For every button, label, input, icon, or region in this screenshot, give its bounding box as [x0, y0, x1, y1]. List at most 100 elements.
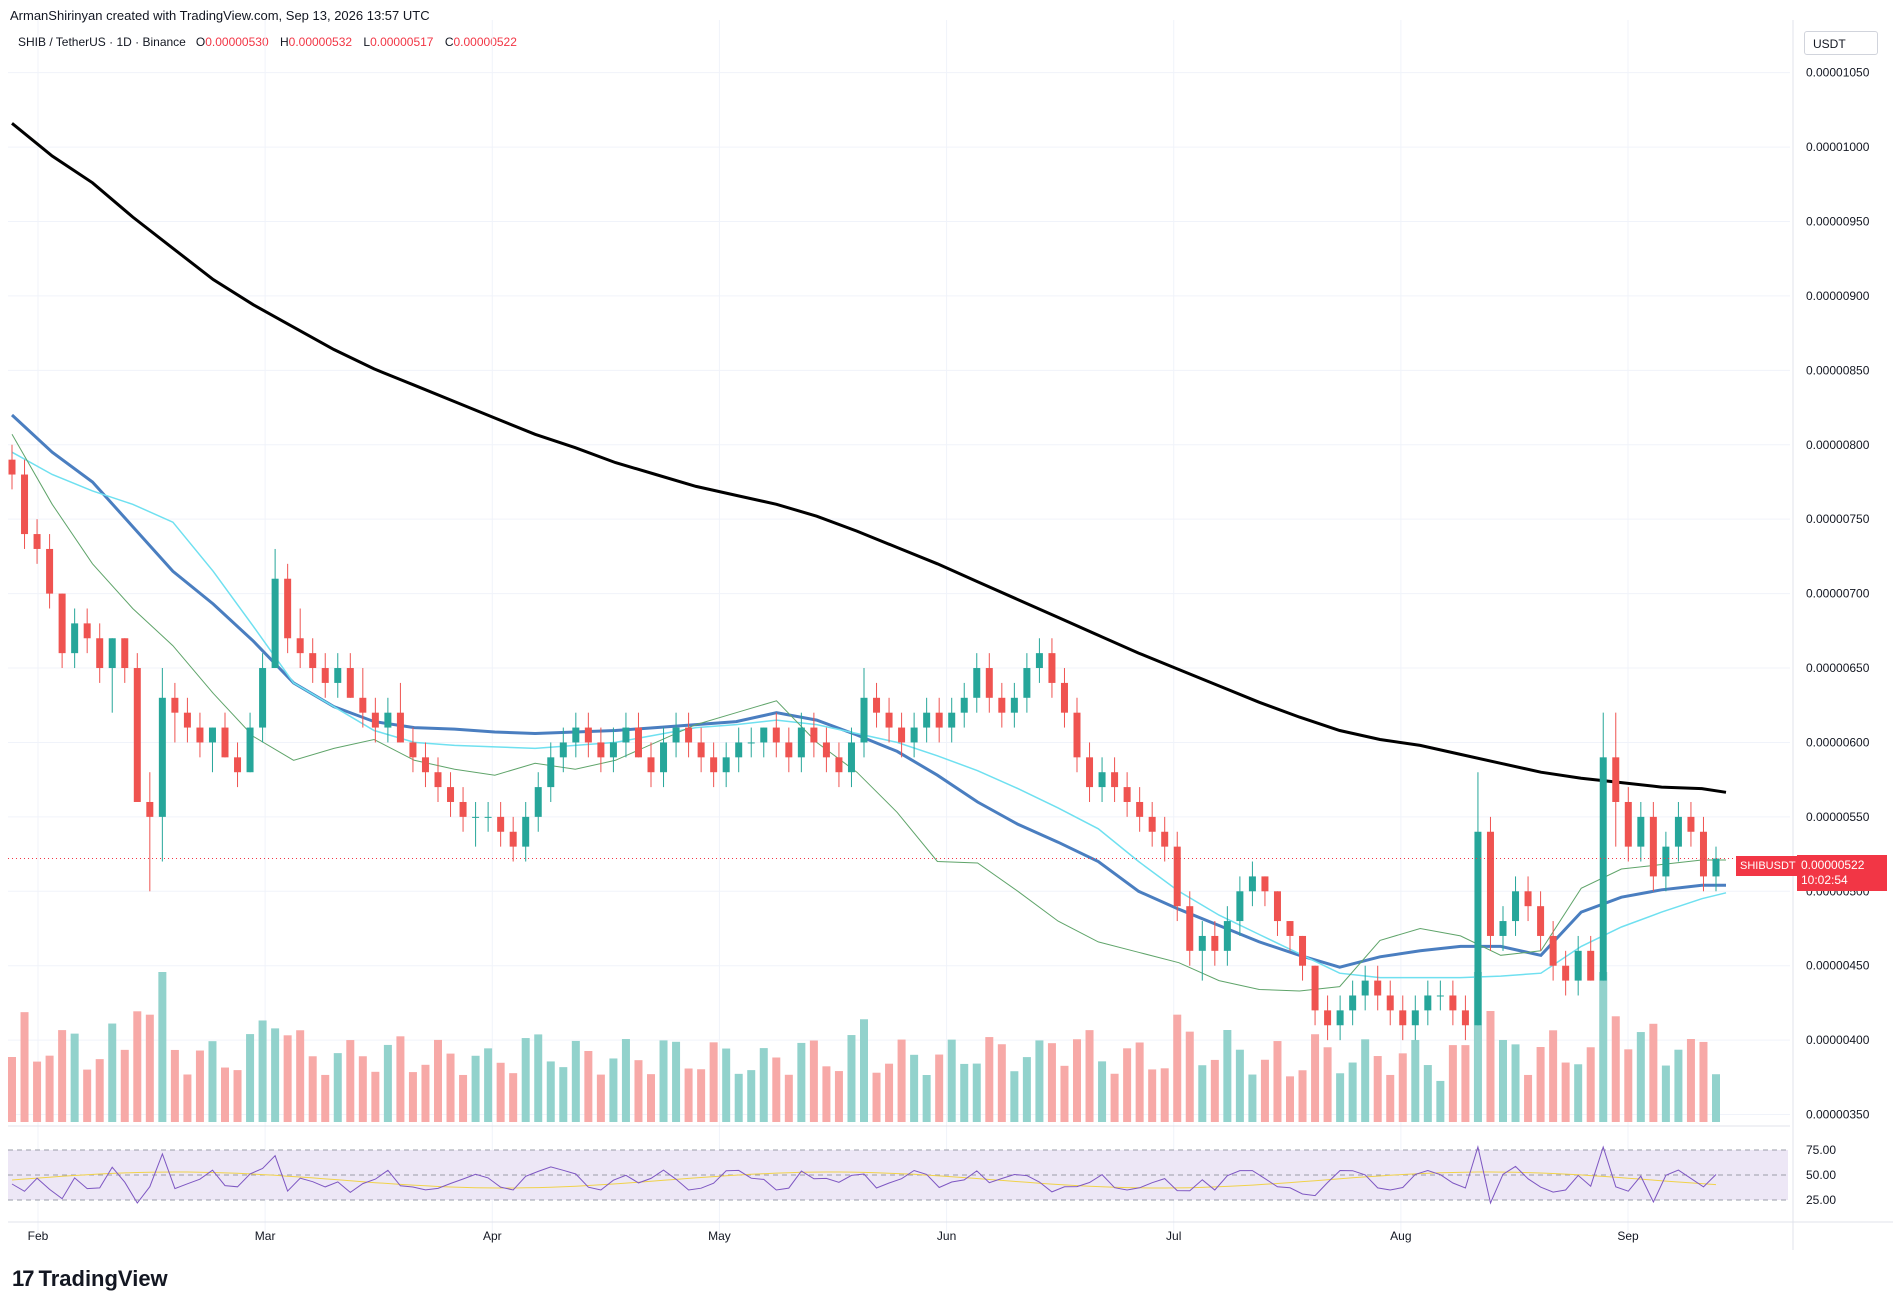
candle-body[interactable]	[171, 697, 179, 713]
candle-body[interactable]	[1612, 757, 1620, 802]
candle-body[interactable]	[1223, 921, 1231, 951]
candle-body[interactable]	[1311, 965, 1319, 1011]
candle-body[interactable]	[634, 727, 642, 758]
candle-body[interactable]	[359, 697, 367, 713]
candle-body[interactable]	[1361, 980, 1369, 996]
candle-body[interactable]	[559, 742, 567, 758]
candle-body[interactable]	[121, 638, 129, 669]
candle-body[interactable]	[1035, 653, 1043, 669]
candle-body[interactable]	[597, 742, 605, 758]
candle-body[interactable]	[1399, 1010, 1407, 1026]
candle-body[interactable]	[196, 727, 204, 743]
candle-body[interactable]	[697, 742, 705, 758]
candle-body[interactable]	[1637, 816, 1645, 847]
candle-body[interactable]	[960, 697, 968, 713]
candle-body[interactable]	[1424, 995, 1432, 1011]
candle-body[interactable]	[948, 712, 956, 728]
candle-body[interactable]	[1198, 935, 1206, 951]
candle-body[interactable]	[296, 638, 304, 654]
candle-body[interactable]	[672, 727, 680, 743]
candle-body[interactable]	[860, 697, 868, 743]
candle-body[interactable]	[810, 727, 818, 743]
candle-body[interactable]	[835, 757, 843, 773]
candle-body[interactable]	[158, 697, 166, 817]
candle-body[interactable]	[760, 727, 768, 743]
candle-body[interactable]	[246, 727, 254, 773]
candle-body[interactable]	[935, 712, 943, 728]
candle-body[interactable]	[1436, 995, 1444, 997]
candle-body[interactable]	[21, 474, 29, 535]
candle-body[interactable]	[660, 742, 668, 773]
candle-body[interactable]	[973, 668, 981, 698]
candle-body[interactable]	[447, 787, 455, 802]
candle-body[interactable]	[785, 742, 793, 758]
candle-body[interactable]	[1699, 831, 1707, 877]
candle-body[interactable]	[747, 742, 755, 744]
candle-body[interactable]	[547, 757, 555, 788]
candle-body[interactable]	[534, 787, 542, 817]
candle-body[interactable]	[772, 727, 780, 743]
candle-body[interactable]	[1248, 876, 1256, 892]
candle-body[interactable]	[1336, 1010, 1344, 1026]
candle-body[interactable]	[1060, 682, 1068, 713]
candle-body[interactable]	[1186, 906, 1194, 951]
candle-body[interactable]	[647, 757, 655, 773]
candle-body[interactable]	[1073, 712, 1081, 758]
candle-body[interactable]	[1173, 846, 1181, 907]
candle-body[interactable]	[797, 727, 805, 758]
symbol-name[interactable]: SHIB / TetherUS · 1D · Binance	[18, 35, 186, 49]
tradingview-logo[interactable]: 17 TradingView	[12, 1266, 168, 1292]
candle-body[interactable]	[371, 712, 379, 728]
candle-body[interactable]	[1048, 653, 1056, 683]
candle-body[interactable]	[509, 831, 517, 847]
candle-body[interactable]	[71, 623, 79, 654]
candle-body[interactable]	[1386, 995, 1394, 1011]
candle-body[interactable]	[271, 578, 279, 669]
candle-body[interactable]	[1461, 1010, 1469, 1026]
candle-body[interactable]	[622, 727, 630, 743]
candle-body[interactable]	[96, 638, 104, 669]
candle-body[interactable]	[58, 593, 66, 654]
candle-body[interactable]	[396, 712, 404, 743]
candle-body[interactable]	[1148, 816, 1156, 832]
candle-body[interactable]	[334, 668, 342, 683]
candle-body[interactable]	[1524, 891, 1532, 907]
candle-body[interactable]	[284, 578, 292, 639]
candle-body[interactable]	[8, 459, 16, 475]
candle-body[interactable]	[33, 534, 41, 549]
candle-body[interactable]	[346, 668, 354, 698]
candle-body[interactable]	[1211, 935, 1219, 951]
candle-body[interactable]	[1098, 772, 1106, 788]
candle-body[interactable]	[1549, 935, 1557, 966]
candle-body[interactable]	[998, 697, 1006, 713]
candle-body[interactable]	[1624, 801, 1632, 847]
candle-body[interactable]	[1712, 858, 1720, 877]
candle-body[interactable]	[108, 638, 116, 669]
candle-body[interactable]	[898, 727, 906, 743]
candle-body[interactable]	[484, 816, 492, 818]
candle-body[interactable]	[847, 742, 855, 773]
candle-body[interactable]	[221, 727, 229, 758]
candle-body[interactable]	[985, 668, 993, 698]
candle-body[interactable]	[1599, 757, 1607, 981]
candle-body[interactable]	[1324, 1010, 1332, 1026]
candle-body[interactable]	[710, 757, 718, 773]
candle-body[interactable]	[208, 727, 216, 743]
candle-body[interactable]	[873, 697, 881, 713]
candle-body[interactable]	[1587, 950, 1595, 981]
candle-body[interactable]	[722, 757, 730, 773]
candle-body[interactable]	[459, 801, 467, 817]
candle-body[interactable]	[1512, 891, 1520, 922]
candle-body[interactable]	[409, 742, 417, 758]
candle-body[interactable]	[1023, 668, 1031, 698]
candle-body[interactable]	[1574, 950, 1582, 981]
candle-body[interactable]	[1349, 995, 1357, 1011]
candle-body[interactable]	[421, 757, 429, 773]
candle-body[interactable]	[885, 712, 893, 728]
candle-body[interactable]	[146, 801, 154, 817]
candle-body[interactable]	[910, 727, 918, 743]
candle-body[interactable]	[1562, 965, 1570, 981]
candle-body[interactable]	[1674, 816, 1682, 847]
candle-body[interactable]	[1261, 876, 1269, 892]
